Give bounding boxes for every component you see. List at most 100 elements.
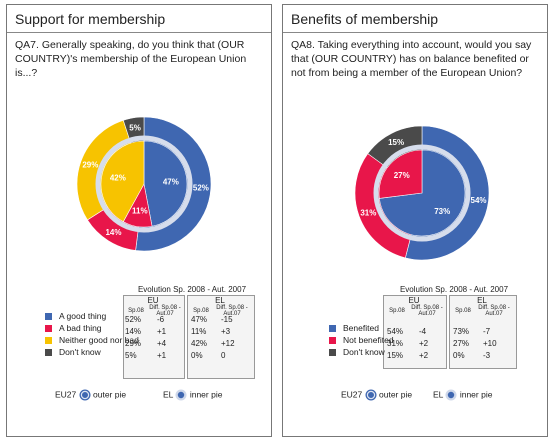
double-pie-chart: 54% 31% 15% 73% 27%: [354, 125, 490, 261]
legend-swatch: [45, 349, 52, 356]
sub-header-diff: Diff. Sp.08 - Aut.07: [478, 305, 510, 317]
footer-outer-code: EU27: [341, 389, 363, 400]
legend: Benefited Not benefited Don't know: [329, 323, 409, 363]
table-cell-eu-diff: -6: [157, 315, 165, 324]
inner-pie-icon: [175, 389, 187, 401]
table-cell-eu-value: 31%: [387, 339, 404, 348]
legend-label: Not benefited: [343, 335, 394, 345]
evolution-table: Evolution Sp. 2008 - Aut. 2007 EU EL Sp.…: [117, 285, 267, 385]
inner-slice-a-good-thing: [143, 140, 188, 227]
sub-header-value: Sp.08: [128, 308, 144, 314]
el-column-box: [187, 295, 255, 379]
evolution-table: Evolution Sp. 2008 - Aut. 2007 EU EL Sp.…: [379, 285, 529, 375]
legend-label: A bad thing: [59, 323, 102, 333]
table-cell-eu-value: 29%: [125, 339, 142, 348]
legend-swatch: [45, 337, 52, 344]
table-cell-eu-diff: +4: [157, 339, 167, 348]
table-cell-eu-diff: +1: [157, 351, 167, 360]
legend-label: A good thing: [59, 311, 107, 321]
question-text: QA7. Generally speaking, do you think th…: [15, 39, 247, 79]
table-cell-el-diff: -15: [221, 315, 233, 324]
footer-inner-code: EL: [163, 389, 174, 400]
outer-pie-icon: [365, 389, 377, 401]
table-cell-eu-diff: +1: [157, 327, 167, 336]
panel-title: Benefits of membership: [291, 11, 439, 27]
inner-label-benefited: 73%: [434, 207, 450, 216]
inner-label-not-benefited: 27%: [394, 171, 410, 180]
title-divider: [7, 32, 271, 33]
footer-outer-code: EU27: [55, 389, 77, 400]
eu-column-box: [383, 295, 447, 369]
eu-column-box: [123, 295, 185, 379]
ring-separator: [95, 135, 193, 233]
inner-label-neither-good-nor-bad: 42%: [110, 173, 126, 182]
evolution-title: Evolution Sp. 2008 - Aut. 2007: [399, 285, 509, 294]
footer-outer-label: outer pie: [93, 389, 127, 400]
sub-header-diff: Diff. Sp.08 - Aut.07: [411, 305, 443, 317]
table-cell-el-diff: -3: [483, 351, 491, 360]
footer-inner-pie: EL inner pie: [433, 389, 492, 401]
inner-pie-icon: [445, 389, 457, 401]
legend-label: Neither good nor bad: [59, 335, 139, 345]
inner-slice-not-benefited: [378, 149, 423, 199]
legend: A good thing A bad thing Neither good nor …: [45, 311, 139, 371]
table-cell-el-value: 0%: [191, 351, 203, 360]
table-cell-eu-diff: -4: [419, 327, 427, 336]
table-cell-eu-value: 15%: [387, 351, 404, 360]
outer-label-neither-good-nor-bad: 29%: [82, 161, 98, 170]
inner-label-a-bad-thing: 11%: [132, 207, 148, 216]
legend-label: Don't know: [343, 347, 385, 357]
sub-header-value: Sp.08: [193, 308, 209, 314]
col-el-header: EL: [215, 296, 225, 305]
outer-label-a-bad-thing: 14%: [105, 228, 121, 237]
table-cell-el-value: 42%: [191, 339, 208, 348]
table-cell-el-diff: +3: [221, 327, 231, 336]
footer-inner-pie: EL inner pie: [163, 389, 222, 401]
inner-slice-neither-good-nor-bad: [100, 140, 145, 223]
double-pie-chart: 52% 14% 29% 5% 47% 11% 42%: [76, 116, 212, 252]
table-cell-el-value: 47%: [191, 315, 208, 324]
table-cell-el-value: 73%: [453, 327, 470, 336]
el-column-box: [449, 295, 517, 369]
outer-label-not-benefited: 31%: [360, 208, 376, 217]
legend-label: Benefited: [343, 323, 379, 333]
ring-separator: [373, 144, 471, 242]
footer-inner-code: EL: [433, 389, 444, 400]
question-text: QA8. Taking everything into account, wou…: [291, 39, 532, 79]
inner-label-a-good-thing: 47%: [163, 177, 179, 186]
table-cell-eu-value: 14%: [125, 327, 142, 336]
table-cell-eu-value: 52%: [125, 315, 142, 324]
footer-outer-pie: EU27 outer pie: [341, 389, 412, 401]
table-cell-eu-value: 54%: [387, 327, 404, 336]
table-cell-eu-value: 5%: [125, 351, 137, 360]
footer-inner-label: inner pie: [459, 389, 493, 400]
legend-swatch: [45, 313, 52, 320]
outer-label-don-t-know: 5%: [129, 124, 141, 133]
table-cell-eu-diff: +2: [419, 351, 429, 360]
table-cell-el-value: 27%: [453, 339, 470, 348]
outer-pie-icon: [79, 389, 91, 401]
table-cell-el-diff: 0: [221, 351, 226, 360]
table-cell-eu-diff: +2: [419, 339, 429, 348]
evolution-title: Evolution Sp. 2008 - Aut. 2007: [137, 285, 247, 294]
sub-header-diff: Diff. Sp.08 - Aut.07: [149, 305, 181, 317]
table-cell-el-value: 11%: [191, 327, 207, 336]
footer-inner-label: inner pie: [189, 389, 223, 400]
table-cell-el-value: 0%: [453, 351, 465, 360]
col-eu-header: EU: [408, 296, 420, 305]
footer-outer-label: outer pie: [379, 389, 413, 400]
outer-label-a-good-thing: 52%: [193, 184, 209, 193]
table-cell-el-diff: +10: [483, 339, 497, 348]
legend-swatch: [45, 325, 52, 332]
col-el-header: EL: [477, 296, 487, 305]
footer-outer-pie: EU27 outer pie: [55, 389, 126, 401]
sub-header-diff: Diff. Sp.08 - Aut.07: [216, 305, 248, 317]
legend-swatch: [329, 337, 336, 344]
sub-header-value: Sp.08: [389, 308, 405, 314]
table-cell-el-diff: -7: [483, 327, 491, 336]
panel-benefits-of-membership: Benefits of membership QA8. Taking every…: [282, 4, 548, 437]
sub-header-value: Sp.08: [455, 308, 471, 314]
title-divider: [283, 32, 547, 33]
legend-swatch: [329, 325, 336, 332]
outer-label-benefited: 54%: [471, 196, 487, 205]
